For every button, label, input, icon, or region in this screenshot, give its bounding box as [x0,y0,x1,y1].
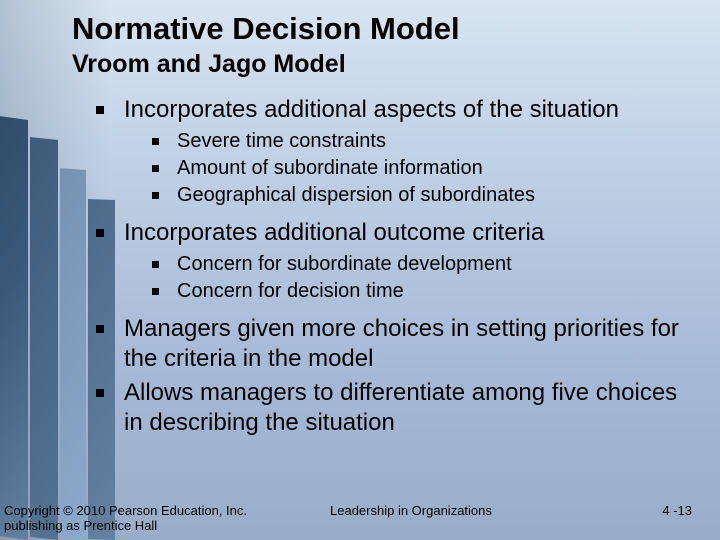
bullet-text: Allows managers to differentiate among f… [124,378,700,438]
bullet-item: Managers given more choices in setting p… [72,314,700,374]
bullet-item: Incorporates additional aspects of the s… [72,95,700,125]
sub-bullet-text: Concern for subordinate development [177,252,512,277]
slide-title: Normative Decision Model [72,12,700,46]
sub-bullet-text: Severe time constraints [177,129,386,154]
sub-bullet-group: Concern for subordinate development Conc… [72,252,700,304]
slide-footer: Copyright © 2010 Pearson Education, Inc.… [0,503,720,534]
sub-bullet-item: Concern for subordinate development [72,252,700,277]
bullet-marker-icon [152,192,159,199]
bullet-marker-icon [152,165,159,172]
sub-bullet-item: Amount of subordinate information [72,156,700,181]
bullet-text: Managers given more choices in setting p… [124,314,700,374]
sub-bullet-item: Concern for decision time [72,279,700,304]
bullet-item: Incorporates additional outcome criteria [72,218,700,248]
sub-bullet-group: Severe time constraints Amount of subord… [72,129,700,208]
slide-content: Normative Decision Model Vroom and Jago … [0,0,720,540]
bullet-marker-icon [152,261,159,268]
bullet-marker-icon [152,138,159,145]
bullet-marker-icon [96,229,104,237]
bullet-marker-icon [152,288,159,295]
sub-bullet-item: Severe time constraints [72,129,700,154]
bullet-item: Allows managers to differentiate among f… [72,378,700,438]
sub-bullet-text: Geographical dispersion of subordinates [177,183,535,208]
bullet-text: Incorporates additional outcome criteria [124,218,544,248]
sub-bullet-text: Concern for decision time [177,279,404,304]
sub-bullet-text: Amount of subordinate information [177,156,483,181]
slide-subtitle: Vroom and Jago Model [72,50,700,79]
bullet-list: Incorporates additional aspects of the s… [72,95,700,438]
bullet-marker-icon [96,389,104,397]
slide-number: 4 -13 [590,503,720,534]
footer-center: Leadership in Organizations [290,503,590,534]
bullet-marker-icon [96,106,104,114]
sub-bullet-item: Geographical dispersion of subordinates [72,183,700,208]
bullet-text: Incorporates additional aspects of the s… [124,95,619,125]
bullet-marker-icon [96,325,104,333]
copyright-text: Copyright © 2010 Pearson Education, Inc.… [0,503,290,534]
